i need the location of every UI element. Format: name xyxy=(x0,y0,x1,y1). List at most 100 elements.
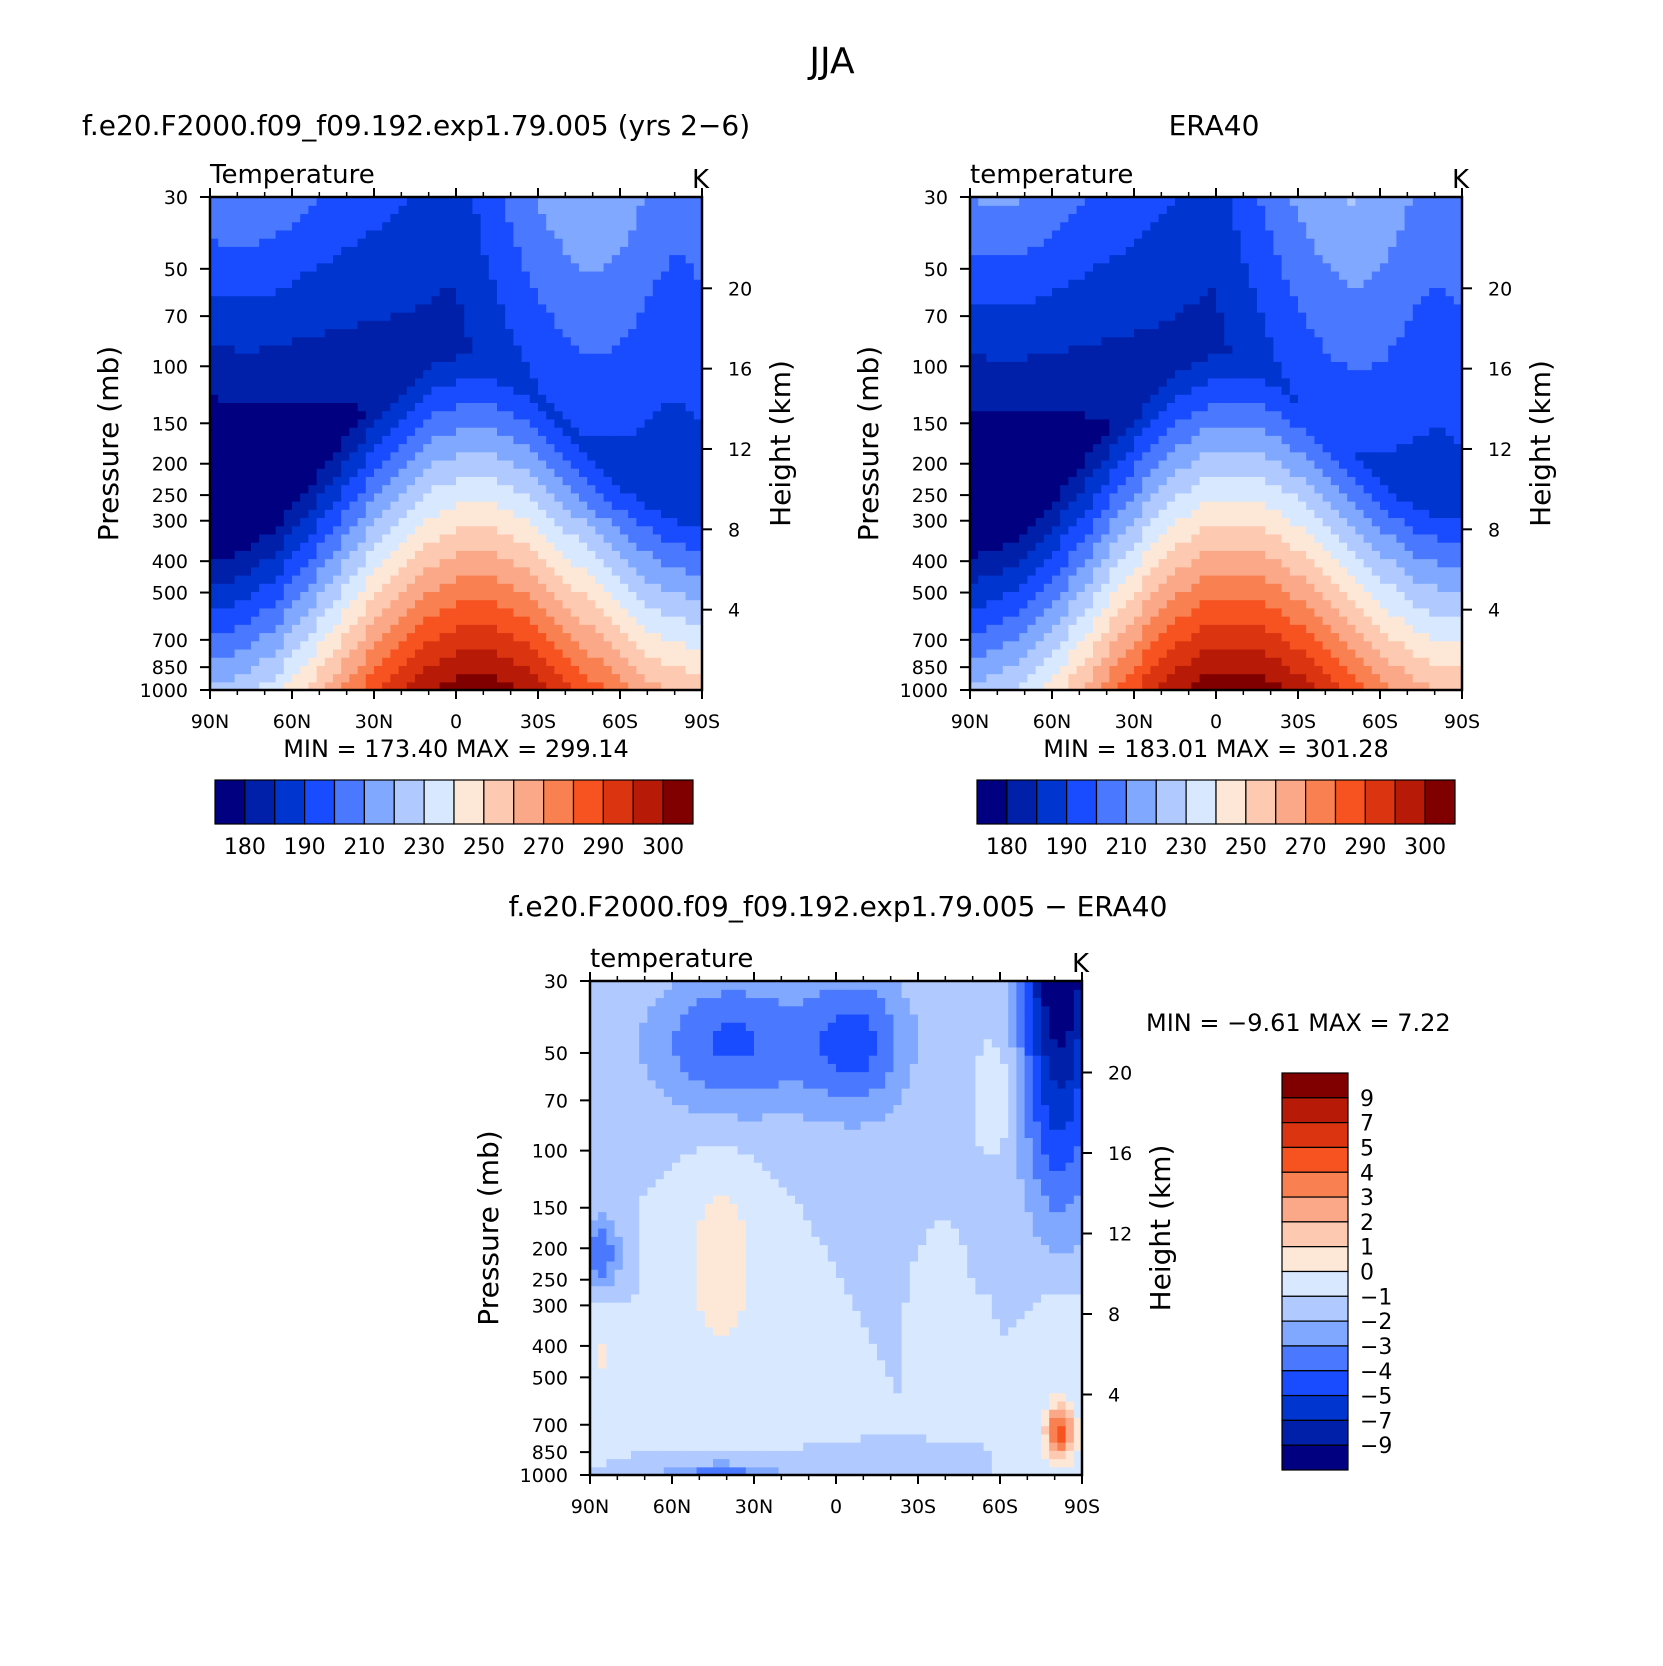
field-cell xyxy=(521,238,531,247)
field-cell xyxy=(1002,246,1012,256)
field-cell xyxy=(497,525,506,535)
field-cell xyxy=(374,336,383,346)
field-cell xyxy=(464,410,473,420)
field-cell xyxy=(970,402,979,412)
field-cell xyxy=(1117,443,1127,453)
field-cell xyxy=(251,542,260,551)
field-cell xyxy=(1109,320,1119,330)
field-cell xyxy=(562,402,572,412)
field-cell xyxy=(390,221,400,231)
field-cell xyxy=(994,525,1004,535)
field-cell xyxy=(423,361,432,371)
field-cell xyxy=(210,336,219,346)
field-cell xyxy=(423,509,432,519)
field-cell xyxy=(1068,320,1078,330)
field-cell xyxy=(1134,328,1143,338)
field-cell xyxy=(1117,238,1127,247)
field-cell xyxy=(242,673,252,683)
field-cell xyxy=(978,361,987,371)
field-cell xyxy=(521,591,531,601)
field-cell xyxy=(1011,648,1020,658)
field-cell xyxy=(341,484,350,494)
field-cell xyxy=(1060,197,1069,206)
field-cell xyxy=(1043,509,1053,519)
field-cell xyxy=(333,492,342,502)
field-cell xyxy=(554,459,564,469)
field-cell xyxy=(292,616,301,625)
field-cell xyxy=(620,377,629,387)
field-cell xyxy=(398,459,408,469)
field-cell xyxy=(1117,640,1127,650)
field-cell xyxy=(1043,229,1053,239)
field-cell xyxy=(210,385,219,395)
field-cell xyxy=(1060,665,1069,675)
field-cell xyxy=(488,566,498,576)
field-cell xyxy=(970,377,979,387)
field-cell xyxy=(324,484,334,494)
field-cell xyxy=(611,205,621,215)
field-cell xyxy=(472,238,482,247)
field-cell xyxy=(382,221,391,231)
field-cell xyxy=(620,566,629,576)
field-cell xyxy=(488,616,498,625)
field-cell xyxy=(529,492,539,502)
field-cell xyxy=(685,336,695,346)
field-cell xyxy=(398,632,408,642)
field-cell xyxy=(1109,369,1119,379)
field-cell xyxy=(349,279,359,288)
field-cell xyxy=(636,336,646,346)
field-cell xyxy=(267,353,277,362)
field-cell xyxy=(538,616,547,625)
field-cell xyxy=(1068,246,1078,256)
field-cell xyxy=(644,344,654,354)
field-cell xyxy=(669,476,678,486)
field-cell xyxy=(538,303,547,313)
colorbar-box xyxy=(214,779,246,825)
field-cell xyxy=(1035,501,1045,510)
field-cell xyxy=(333,221,342,231)
field-cell xyxy=(505,295,514,305)
field-cell xyxy=(554,525,564,535)
field-cell xyxy=(505,262,514,272)
field-cell xyxy=(1019,451,1028,461)
field-cell xyxy=(283,320,293,330)
field-cell xyxy=(1076,385,1086,395)
field-cell xyxy=(693,303,703,313)
field-cell xyxy=(579,558,588,568)
field-cell xyxy=(316,303,326,313)
field-cell xyxy=(324,525,334,535)
field-cell xyxy=(1093,451,1102,461)
field-cell xyxy=(978,394,987,404)
field-cell xyxy=(480,501,490,510)
field-cell xyxy=(300,205,309,215)
field-cell xyxy=(300,353,309,362)
field-cell xyxy=(1068,509,1078,519)
field-cell xyxy=(439,361,449,371)
field-cell xyxy=(251,336,260,346)
field-cell xyxy=(521,624,531,634)
field-cell xyxy=(1076,254,1086,264)
field-cell xyxy=(554,270,564,280)
x-tick-label: 60S xyxy=(602,711,638,733)
field-cell xyxy=(480,657,490,666)
field-cell xyxy=(603,312,613,321)
field-cell xyxy=(406,394,416,404)
field-cell xyxy=(538,427,547,436)
field-cell xyxy=(259,246,268,256)
field-cell xyxy=(242,287,252,297)
field-cell xyxy=(579,279,588,288)
field-cell xyxy=(587,246,596,256)
variable-label: Temperature xyxy=(209,160,375,190)
field-cell xyxy=(365,484,375,494)
field-cell xyxy=(234,591,244,601)
field-cell xyxy=(439,320,449,330)
field-cell xyxy=(439,221,449,231)
field-cell xyxy=(994,607,1004,617)
field-cell xyxy=(538,287,547,297)
field-cell xyxy=(316,484,326,494)
field-cell xyxy=(505,632,514,642)
field-cell xyxy=(480,591,490,601)
field-cell xyxy=(611,550,621,560)
field-cell xyxy=(513,673,523,683)
field-cell xyxy=(505,574,514,584)
